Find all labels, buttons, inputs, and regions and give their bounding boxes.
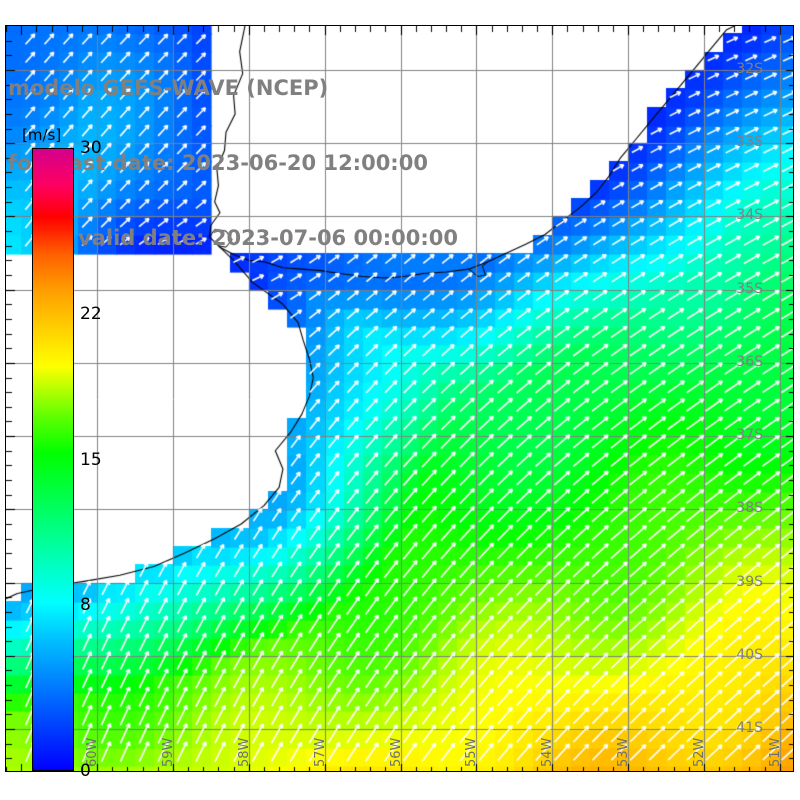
- latitude-label: 36S: [736, 353, 763, 370]
- longitude-label: 53W: [616, 737, 632, 767]
- longitude-label: 59W: [160, 737, 176, 767]
- latitude-label: 39S: [736, 573, 763, 590]
- colorbar-tick-label: 0: [80, 761, 91, 781]
- longitude-label: 51W: [767, 737, 783, 767]
- latitude-label: 34S: [736, 207, 763, 224]
- longitude-label: 55W: [464, 737, 480, 767]
- plot-frame: 32S 33S 34S 35S 36S 37S 38S 39S 40S 41S 60W 59W 58W…: [5, 25, 794, 772]
- latitude-label: 38S: [736, 500, 763, 517]
- latitude-label: 33S: [736, 134, 763, 151]
- colorbar-tick-label: 15: [80, 449, 102, 470]
- longitude-label: 58W: [236, 737, 252, 767]
- latitude-label: 37S: [736, 427, 763, 444]
- longitude-label: 54W: [540, 737, 556, 767]
- colorbar-tick-label: 30: [80, 138, 102, 158]
- colorbar: 30 22 15 8 0: [32, 138, 102, 781]
- latitude-label: 35S: [736, 280, 763, 297]
- colorbar-tick-label: 22: [80, 304, 102, 325]
- colorbar-unit-label: [m/s]: [22, 126, 62, 144]
- latitude-label: 32S: [736, 60, 763, 77]
- axis-tick-marks: [6, 26, 793, 771]
- colorbar-gradient: [32, 148, 74, 771]
- colorbar-tick-label: 8: [80, 594, 91, 615]
- map-canvas: [6, 26, 793, 771]
- latitude-label: 41S: [736, 720, 763, 737]
- longitude-label: 57W: [312, 737, 328, 767]
- latitude-label: 40S: [736, 646, 763, 663]
- longitude-label: 52W: [691, 737, 707, 767]
- longitude-label: 56W: [388, 737, 404, 767]
